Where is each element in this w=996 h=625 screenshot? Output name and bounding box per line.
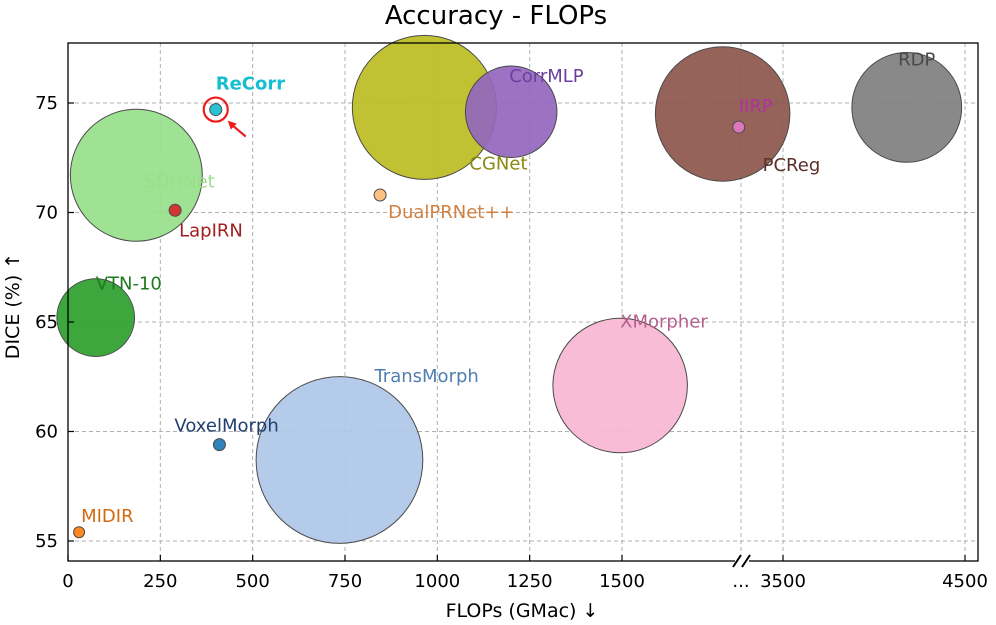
- bubble-pcreg: [654, 46, 791, 182]
- bubble-dualprnet-: [373, 188, 387, 202]
- y-tick-label: 75: [35, 93, 58, 114]
- bubble-voxelmorph: [212, 438, 226, 452]
- x-tick-label: 1250: [507, 571, 553, 592]
- chart-title: Accuracy - FLOPs: [385, 1, 607, 31]
- x-axis-label: FLOPs (GMac) ↓: [446, 600, 599, 622]
- ticks: 0 250 500 750 1000 1250 1500... 3500 4500 55 60 65 7…: [35, 93, 988, 592]
- label-recorr: ReCorr: [216, 74, 286, 95]
- highlight-arrow: [232, 124, 247, 138]
- x-tick-label: 3500: [760, 571, 806, 592]
- bubble-iirp: [732, 120, 746, 134]
- label-midir: MIDIR: [81, 506, 134, 527]
- label-iirp: IIRP: [739, 96, 773, 117]
- axis-break-mark: [741, 554, 751, 568]
- x-tick-label: 1000: [414, 571, 460, 592]
- x-tick-label: 500: [235, 571, 269, 592]
- bubble-lapirn: [168, 203, 182, 217]
- y-tick-label: 70: [35, 203, 58, 224]
- x-tick-label: 750: [328, 571, 362, 592]
- label-transmorph: TransMorph: [373, 366, 478, 387]
- bubble-rdp: [851, 51, 963, 163]
- label-pcreg: PCReg: [763, 155, 821, 176]
- x-tick-label: 1500: [599, 571, 645, 592]
- x-tick-label: 250: [143, 571, 177, 592]
- y-tick-label: 65: [35, 312, 58, 333]
- bubble-recorr: [209, 103, 223, 117]
- bubbles: [56, 34, 963, 544]
- label-dualprnet-: DualPRNet++: [388, 202, 514, 223]
- x-tick-label: 4500: [942, 571, 988, 592]
- plot-frame: [67, 42, 979, 562]
- axis-break-mark: [732, 554, 742, 568]
- x-tick-label: 0: [62, 571, 73, 592]
- y-tick-label: 55: [35, 531, 58, 552]
- label-xmorpher: XMorpher: [620, 312, 708, 333]
- bubble-corrmlp: [464, 65, 558, 159]
- highlight-ring: [202, 96, 229, 123]
- highlight-arrow-head: [227, 120, 237, 130]
- label-sdhnet: SDHNet: [144, 171, 214, 192]
- label-rdp: RDP: [898, 49, 935, 70]
- bubble-xmorpher: [552, 317, 688, 454]
- label-cgnet: CGNet: [469, 153, 527, 174]
- bubble-transmorph: [255, 376, 424, 544]
- y-tick-label: 60: [35, 422, 58, 443]
- label-corrmlp: CorrMLP: [509, 66, 584, 87]
- y-axis-label: DICE (%) ↑: [2, 253, 24, 359]
- label-voxelmorph: VoxelMorph: [174, 416, 278, 437]
- bubble-midir: [73, 526, 86, 539]
- point-labels: ReCorr SDHNet LapIRN VTN-10 VoxelMorph MIDIR C…: [81, 49, 935, 527]
- x-tick-label: ...: [732, 571, 749, 592]
- label-lapirn: LapIRN: [179, 220, 243, 241]
- label-vtn-10: VTN-10: [96, 274, 162, 295]
- bubble-vtn-10: [56, 278, 136, 357]
